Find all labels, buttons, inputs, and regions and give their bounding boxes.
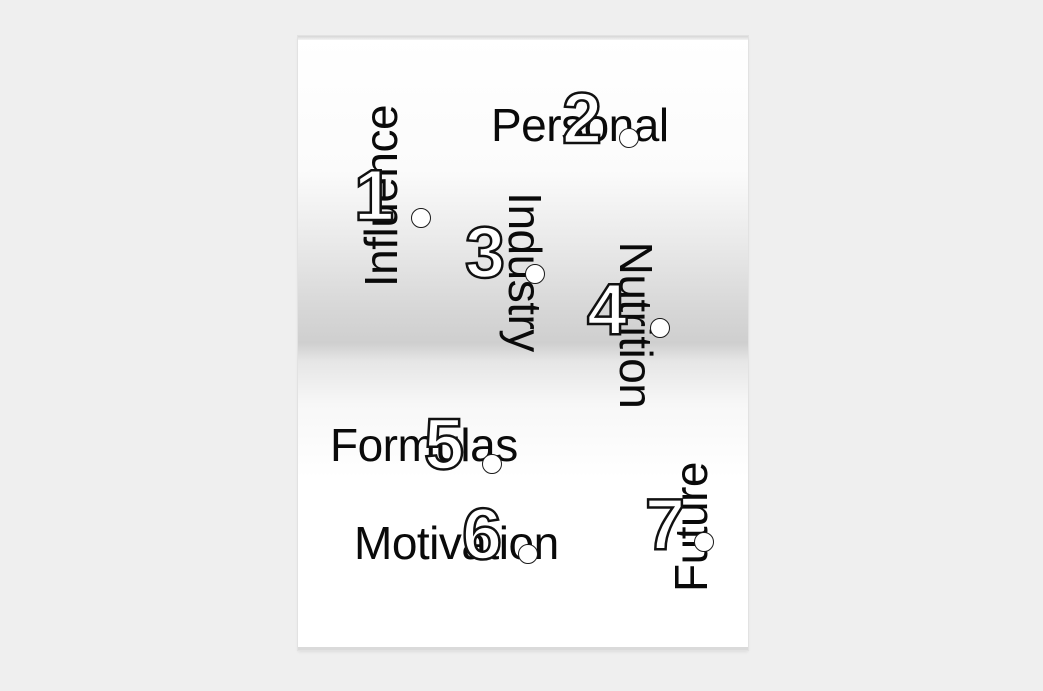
number-7: 7: [644, 485, 687, 565]
number-2: 2: [561, 79, 604, 159]
number-1: 1: [353, 156, 396, 236]
dot-marker-6: [518, 544, 538, 564]
dot-marker-2: [619, 128, 639, 148]
dot-marker-1: [411, 208, 431, 228]
poster-top-edge: [298, 36, 748, 40]
word-personal: Personal: [491, 99, 669, 151]
number-5: 5: [423, 405, 466, 485]
number-6: 6: [461, 495, 504, 575]
folded-poster: Influence Personal Industry Nutrition Fo…: [298, 36, 748, 650]
poster-bottom-edge: [298, 647, 748, 650]
dot-marker-3: [525, 264, 545, 284]
dot-marker-4: [650, 318, 670, 338]
number-4: 4: [586, 270, 629, 350]
dot-marker-7: [694, 532, 714, 552]
number-3: 3: [464, 213, 507, 293]
dot-marker-5: [482, 454, 502, 474]
